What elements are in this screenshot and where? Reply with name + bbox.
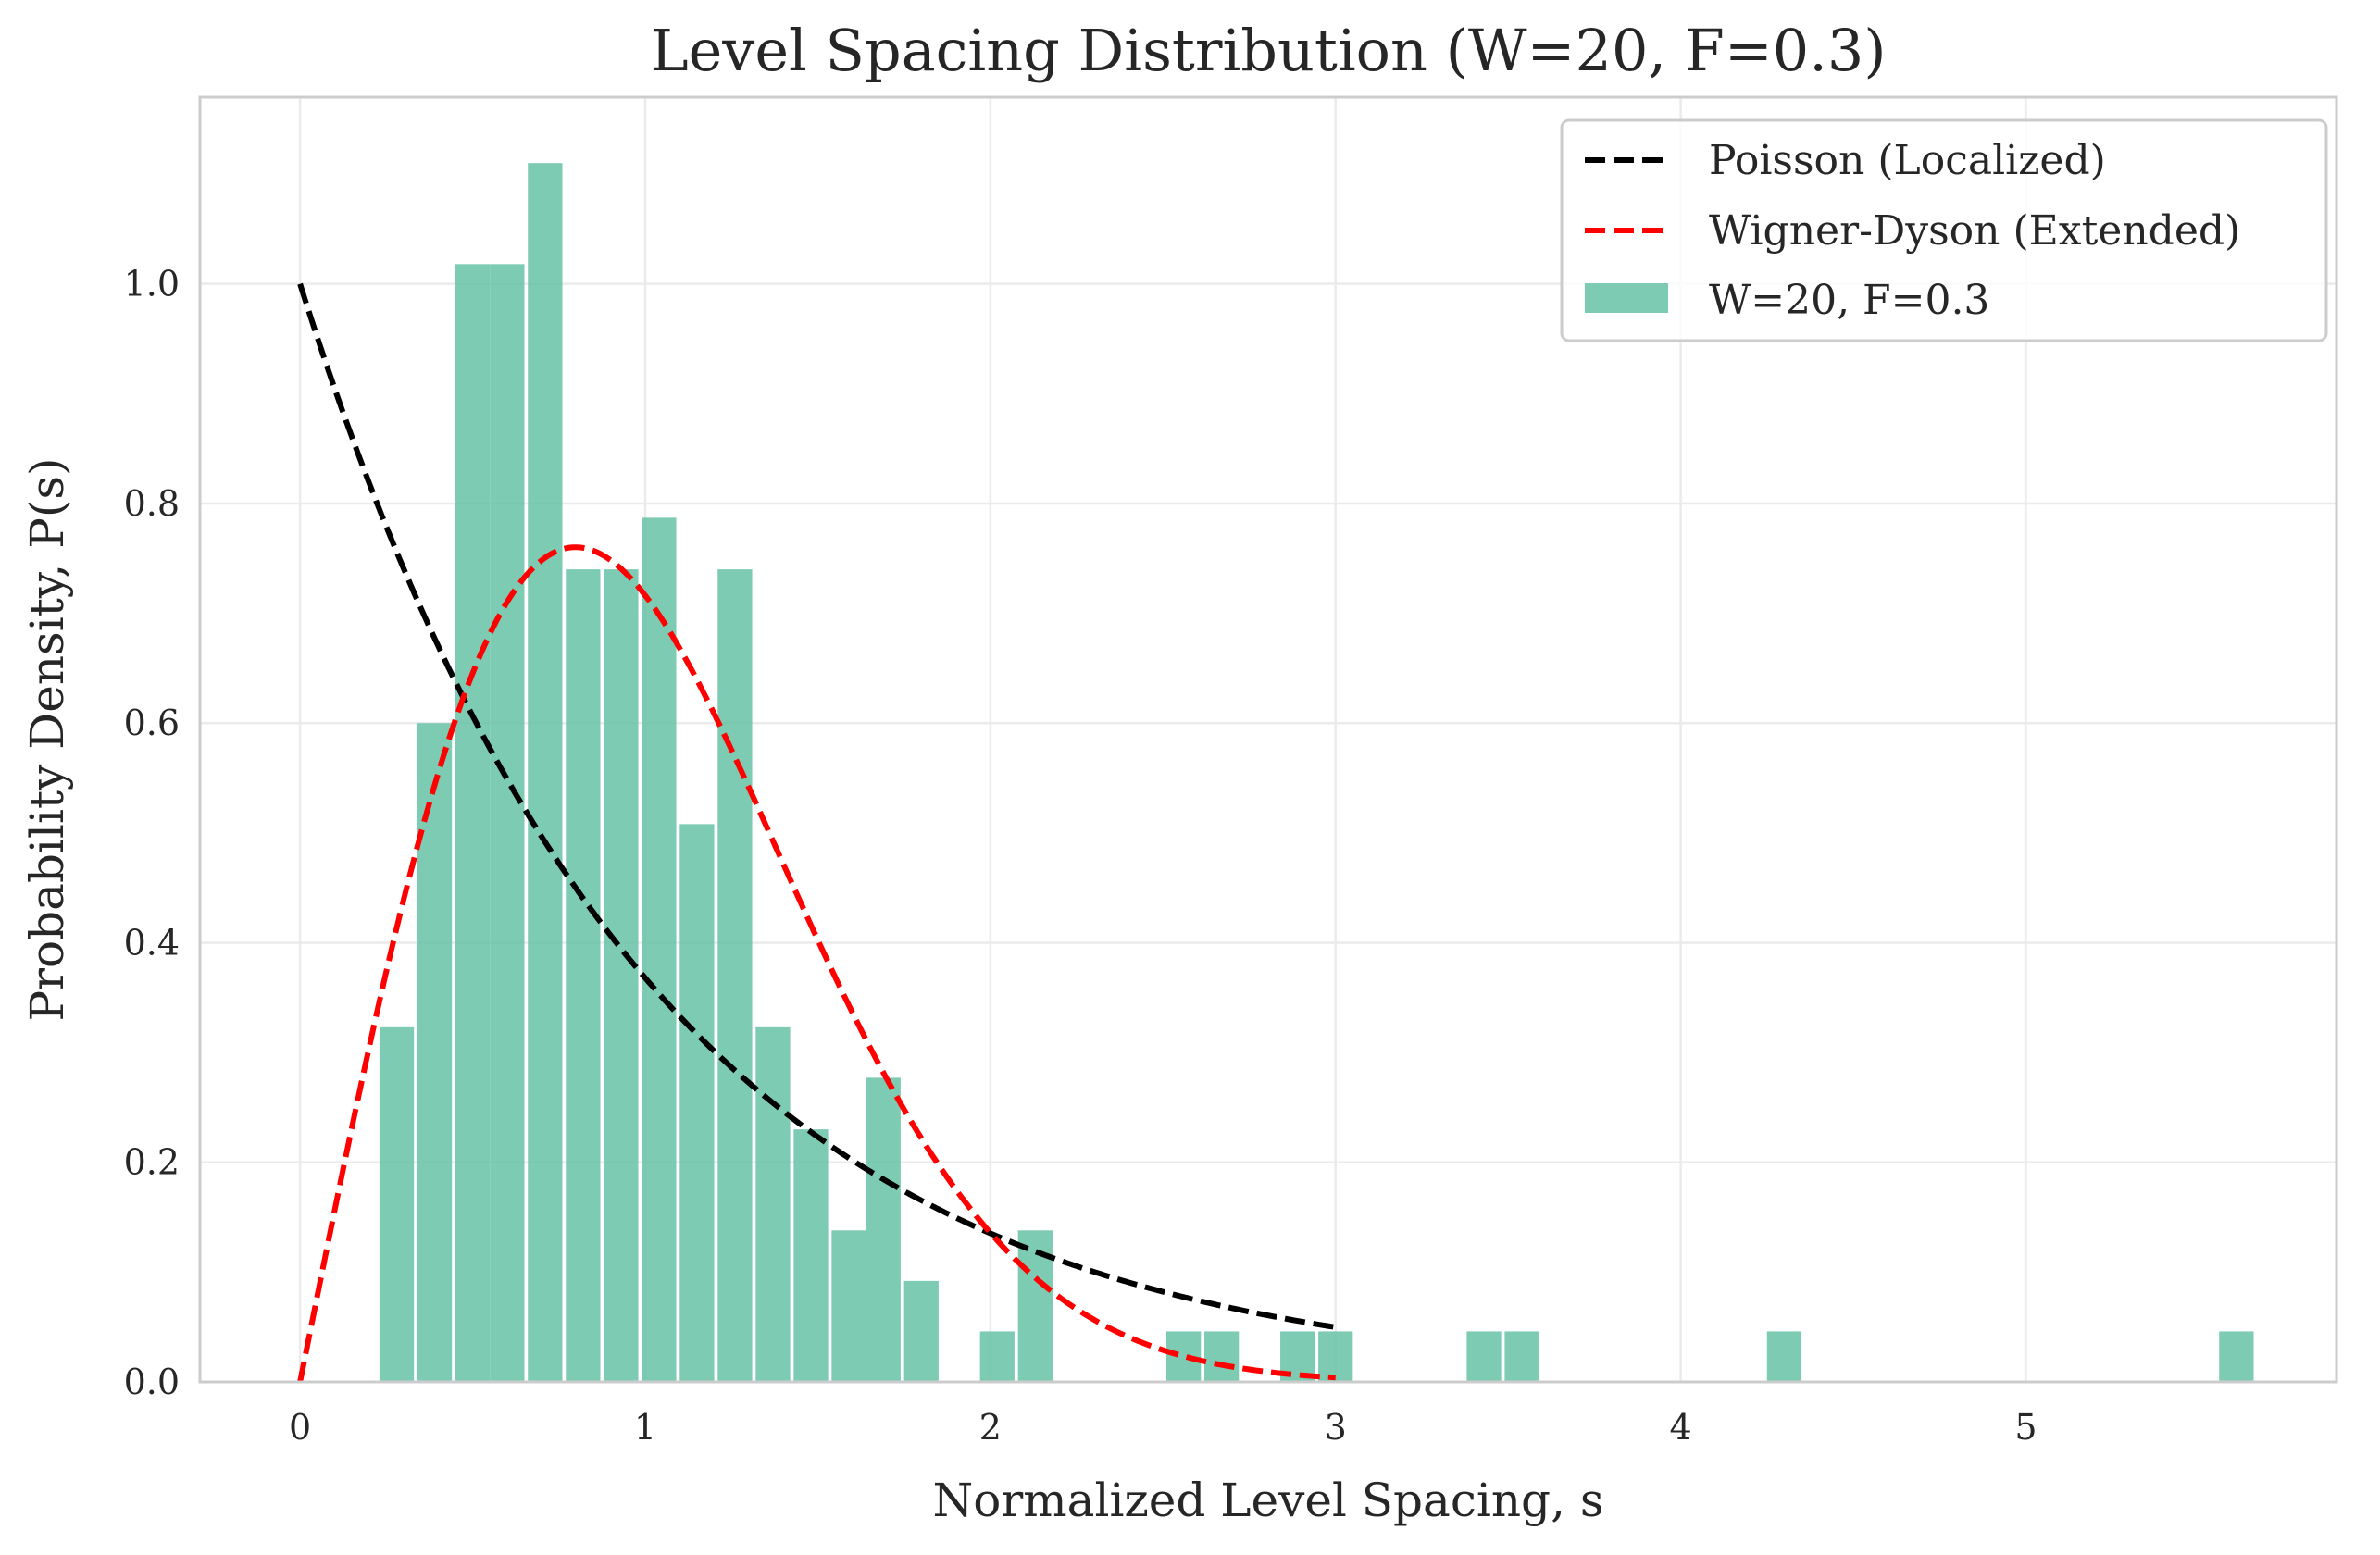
x-tick-label: 2: [979, 1407, 1002, 1448]
y-tick-label: 0.4: [124, 922, 180, 963]
histogram-bar: [755, 1026, 791, 1382]
reference-curves: [297, 282, 1337, 1383]
legend-histogram-swatch: [1585, 283, 1668, 313]
x-tick-label: 1: [634, 1407, 656, 1448]
histogram-bar: [528, 163, 563, 1383]
histogram-bar: [455, 264, 491, 1382]
y-tick-label: 1.0: [124, 264, 180, 305]
histogram-bar: [1204, 1331, 1240, 1382]
histogram-bar: [1504, 1331, 1539, 1382]
x-tick-label: 5: [2014, 1407, 2037, 1448]
histogram-bar: [1318, 1331, 1353, 1382]
histogram-bar: [642, 517, 677, 1382]
y-tick-label: 0.2: [124, 1142, 180, 1183]
histogram-bar: [566, 569, 601, 1382]
legend-poisson-label: Poisson (Localized): [1709, 137, 2106, 184]
histogram-bar: [903, 1280, 939, 1382]
wigner-dyson-curve: [297, 544, 1336, 1383]
histogram-bars: [379, 163, 2254, 1383]
histogram-bar: [979, 1331, 1015, 1382]
poisson-curve: [297, 282, 1337, 1330]
plot-frame: [198, 95, 2338, 1384]
histogram-bar: [604, 569, 639, 1382]
histogram-bar: [1766, 1331, 1802, 1382]
y-tick-label: 0.8: [124, 483, 180, 524]
histogram-bar: [379, 1026, 415, 1382]
histogram-bar: [417, 723, 453, 1382]
chart-title: Level Spacing Distribution (W=20, F=0.3): [650, 17, 1886, 84]
y-axis-label: Probability Density, P(s): [20, 457, 74, 1021]
x-tick-label: 3: [1325, 1407, 1347, 1448]
x-tick-label: 0: [289, 1407, 311, 1448]
histogram-bar: [831, 1230, 866, 1382]
histogram-bar: [793, 1129, 829, 1382]
legend-wigner-dyson-label: Wigner-Dyson (Extended): [1709, 207, 2240, 255]
histogram-bar: [679, 824, 715, 1382]
histogram-bar: [866, 1077, 901, 1382]
x-axis-label: Normalized Level Spacing, s: [932, 1474, 1603, 1527]
legend-box: [1560, 118, 2328, 342]
y-tick-label: 0.6: [124, 703, 180, 743]
legend: Poisson (Localized) Wigner-Dyson (Extend…: [1560, 118, 2328, 342]
x-tick-label: 4: [1669, 1407, 1691, 1448]
axis-ticks: 0 1 2 3 4 5 0.0 0.2 0.4 0.6 0.8 1.0: [124, 264, 2037, 1448]
legend-histogram-label: W=20, F=0.3: [1709, 277, 1989, 324]
histogram-bar: [1466, 1331, 1502, 1382]
histogram-bar: [2219, 1331, 2254, 1382]
histogram-bar: [717, 569, 753, 1382]
y-tick-label: 0.0: [124, 1362, 180, 1402]
histogram-bar: [490, 264, 525, 1382]
